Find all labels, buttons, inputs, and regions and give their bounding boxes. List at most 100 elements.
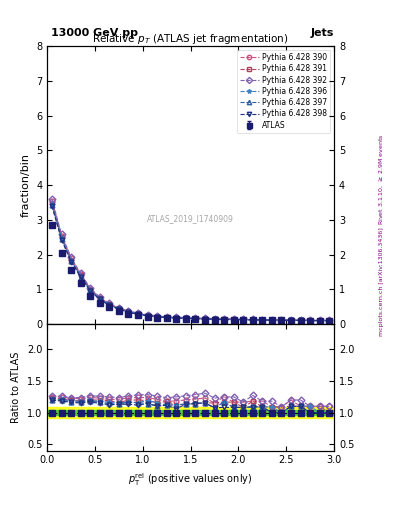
Pythia 6.428 397 xyxy=(298,317,303,324)
Pythia 6.428 398 xyxy=(203,316,208,322)
Pythia 6.428 398 xyxy=(126,309,131,315)
Pythia 6.428 398 xyxy=(298,317,303,324)
Line: Pythia 6.428 398: Pythia 6.428 398 xyxy=(50,204,332,323)
Pythia 6.428 397 xyxy=(116,306,121,312)
Pythia 6.428 398 xyxy=(270,317,274,324)
Pythia 6.428 397 xyxy=(126,309,131,315)
Pythia 6.428 397 xyxy=(69,258,73,264)
Pythia 6.428 391 xyxy=(260,317,265,323)
Pythia 6.428 397 xyxy=(184,315,188,322)
Pythia 6.428 397 xyxy=(279,317,284,324)
Pythia 6.428 396 xyxy=(107,302,112,308)
Pythia 6.428 397 xyxy=(260,317,265,323)
Pythia 6.428 397 xyxy=(270,317,274,324)
Pythia 6.428 392 xyxy=(222,316,226,322)
Pythia 6.428 396 xyxy=(222,316,226,323)
Pythia 6.428 398 xyxy=(50,203,54,209)
Pythia 6.428 398 xyxy=(164,314,169,321)
Pythia 6.428 392 xyxy=(50,196,54,202)
Bar xyxy=(47,407,334,418)
Pythia 6.428 390 xyxy=(78,271,83,277)
Pythia 6.428 391 xyxy=(97,295,102,302)
Line: Pythia 6.428 390: Pythia 6.428 390 xyxy=(50,198,332,323)
Pythia 6.428 397 xyxy=(59,236,64,242)
Pythia 6.428 396 xyxy=(184,315,188,322)
Pythia 6.428 397 xyxy=(193,315,198,322)
Pythia 6.428 398 xyxy=(59,237,64,243)
Pythia 6.428 392 xyxy=(136,310,140,316)
Pythia 6.428 392 xyxy=(78,270,83,276)
Pythia 6.428 392 xyxy=(116,305,121,311)
Pythia 6.428 396 xyxy=(279,317,284,324)
Pythia 6.428 390 xyxy=(145,312,150,318)
Pythia 6.428 396 xyxy=(212,316,217,323)
Pythia 6.428 397 xyxy=(136,311,140,317)
Pythia 6.428 390 xyxy=(155,313,160,319)
Pythia 6.428 391 xyxy=(288,317,293,324)
Pythia 6.428 392 xyxy=(250,316,255,323)
Pythia 6.428 392 xyxy=(174,314,179,321)
Pythia 6.428 390 xyxy=(260,316,265,323)
Pythia 6.428 398 xyxy=(241,316,246,323)
Pythia 6.428 396 xyxy=(327,317,332,324)
Pythia 6.428 392 xyxy=(69,254,73,261)
Pythia 6.428 390 xyxy=(308,317,312,324)
Text: mcplots.cern.ch [arXiv:1306.3436]: mcplots.cern.ch [arXiv:1306.3436] xyxy=(379,227,384,336)
Pythia 6.428 396 xyxy=(78,273,83,279)
Pythia 6.428 398 xyxy=(308,317,312,324)
Pythia 6.428 396 xyxy=(298,317,303,324)
Pythia 6.428 398 xyxy=(184,315,188,322)
X-axis label: $p_{\mathrm{T}}^{\mathrm{rel}}$ (positive values only): $p_{\mathrm{T}}^{\mathrm{rel}}$ (positiv… xyxy=(129,471,253,488)
Pythia 6.428 392 xyxy=(308,317,312,324)
Pythia 6.428 390 xyxy=(59,232,64,239)
Pythia 6.428 396 xyxy=(59,235,64,241)
Pythia 6.428 398 xyxy=(222,316,226,323)
Pythia 6.428 391 xyxy=(327,317,332,324)
Pythia 6.428 392 xyxy=(184,314,188,321)
Pythia 6.428 391 xyxy=(318,317,322,324)
Pythia 6.428 396 xyxy=(174,315,179,321)
Pythia 6.428 398 xyxy=(250,317,255,323)
Pythia 6.428 391 xyxy=(193,315,198,322)
Pythia 6.428 396 xyxy=(318,317,322,324)
Pythia 6.428 392 xyxy=(241,316,246,323)
Pythia 6.428 396 xyxy=(164,314,169,321)
Pythia 6.428 392 xyxy=(212,315,217,322)
Pythia 6.428 391 xyxy=(308,317,312,324)
Pythia 6.428 396 xyxy=(308,317,312,324)
Pythia 6.428 397 xyxy=(212,316,217,323)
Pythia 6.428 391 xyxy=(174,315,179,321)
Pythia 6.428 397 xyxy=(250,317,255,323)
Pythia 6.428 392 xyxy=(145,312,150,318)
Pythia 6.428 397 xyxy=(288,317,293,324)
Pythia 6.428 397 xyxy=(50,202,54,208)
Pythia 6.428 390 xyxy=(107,301,112,307)
Pythia 6.428 391 xyxy=(50,200,54,206)
Pythia 6.428 397 xyxy=(318,317,322,324)
Pythia 6.428 397 xyxy=(164,314,169,321)
Pythia 6.428 391 xyxy=(126,309,131,315)
Pythia 6.428 398 xyxy=(107,302,112,308)
Pythia 6.428 391 xyxy=(184,315,188,322)
Pythia 6.428 396 xyxy=(250,317,255,323)
Bar xyxy=(47,410,334,415)
Pythia 6.428 390 xyxy=(327,317,332,324)
Text: Rivet 3.1.10, $\geq$ 2.9M events: Rivet 3.1.10, $\geq$ 2.9M events xyxy=(377,134,385,225)
Pythia 6.428 392 xyxy=(298,317,303,323)
Pythia 6.428 391 xyxy=(203,316,208,322)
Pythia 6.428 392 xyxy=(231,316,236,322)
Pythia 6.428 396 xyxy=(288,317,293,324)
Pythia 6.428 392 xyxy=(59,231,64,238)
Pythia 6.428 396 xyxy=(241,316,246,323)
Pythia 6.428 397 xyxy=(97,296,102,302)
Pythia 6.428 396 xyxy=(145,312,150,318)
Text: 13000 GeV pp: 13000 GeV pp xyxy=(51,28,138,38)
Pythia 6.428 391 xyxy=(298,317,303,324)
Pythia 6.428 397 xyxy=(203,316,208,322)
Pythia 6.428 398 xyxy=(279,317,284,324)
Pythia 6.428 390 xyxy=(222,316,226,322)
Pythia 6.428 398 xyxy=(288,317,293,324)
Pythia 6.428 397 xyxy=(174,315,179,321)
Pythia 6.428 397 xyxy=(78,273,83,280)
Pythia 6.428 391 xyxy=(116,306,121,312)
